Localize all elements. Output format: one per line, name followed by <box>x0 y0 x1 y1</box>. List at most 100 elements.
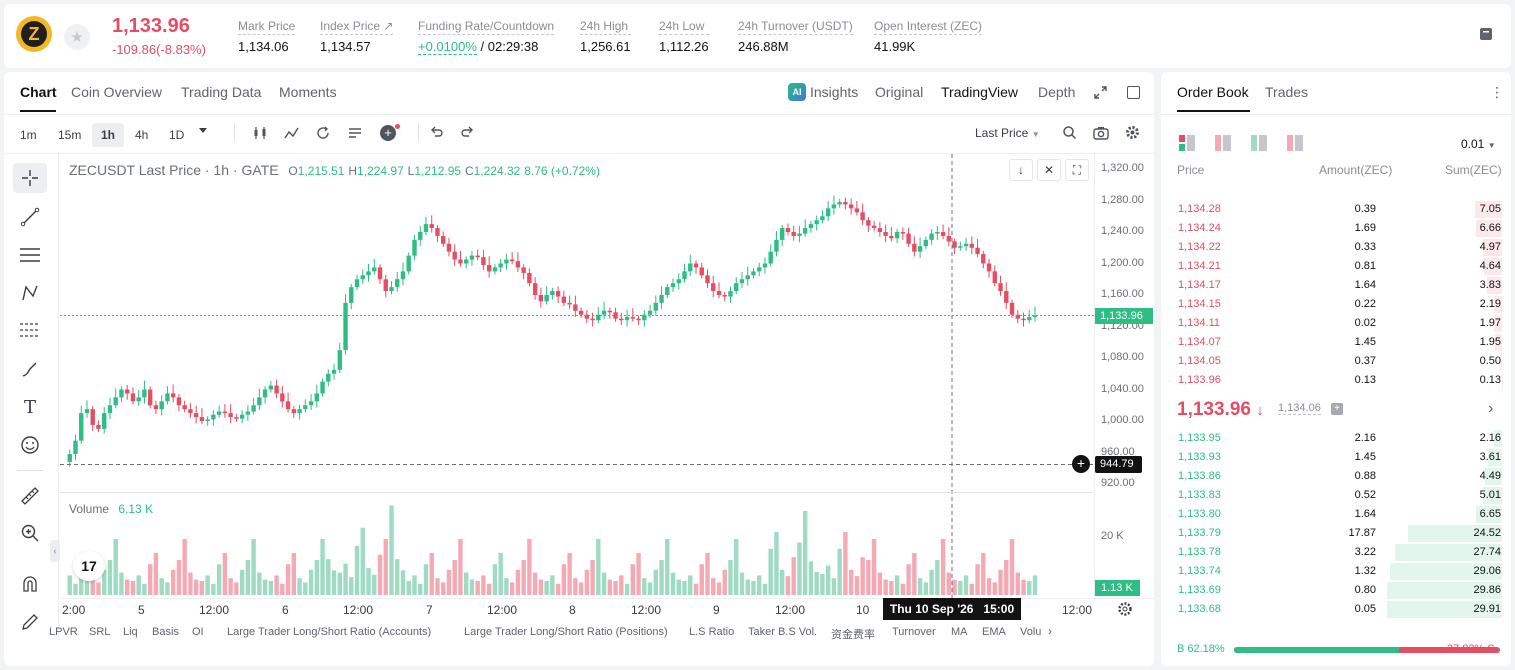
precision-select[interactable]: 0.01 ▼ <box>1461 137 1496 151</box>
indicator-item[interactable]: Taker B.S Vol. <box>748 626 818 638</box>
indicator-item[interactable]: SRL <box>89 626 111 638</box>
indicators-icon[interactable] <box>284 125 300 141</box>
settings-gear-icon[interactable] <box>1125 125 1140 140</box>
price-type-select[interactable]: Last Price ▼ <box>975 126 1040 140</box>
ask-row[interactable]: 1,134.28 0.39 7.05 <box>1161 200 1511 219</box>
bid-row[interactable]: 1,133.95 2.16 2.16 <box>1161 429 1511 448</box>
tab-tradingview[interactable]: TradingView <box>941 84 1019 100</box>
add-alert-plus-icon[interactable]: + <box>1072 455 1090 473</box>
bid-row[interactable]: 1,133.68 0.05 29.91 <box>1161 600 1511 619</box>
fib-tool-icon[interactable] <box>13 316 47 346</box>
tab-trading-data[interactable]: Trading Data <box>181 84 262 100</box>
stat-value: 1,134.57 <box>320 39 371 54</box>
indicator-item[interactable]: Volu <box>1020 626 1042 638</box>
indicator-item[interactable]: LPVR <box>49 626 78 638</box>
tab-order-book[interactable]: Order Book <box>1177 84 1249 100</box>
scroll-down-icon[interactable]: ↓ <box>1009 159 1033 181</box>
indicator-item[interactable]: Basis <box>152 626 179 638</box>
stat-mark-price[interactable]: Mark Price 1,134.06 <box>238 19 296 54</box>
bid-row[interactable]: 1,133.86 0.88 4.49 <box>1161 467 1511 486</box>
indicator-item[interactable]: MA <box>951 626 968 638</box>
window-toggle-icon[interactable] <box>1127 86 1140 99</box>
pattern-tool-icon[interactable] <box>13 278 47 308</box>
ask-row[interactable]: 1,134.05 0.37 0.50 <box>1161 352 1511 371</box>
tab-original[interactable]: Original <box>875 84 924 100</box>
expand-icon[interactable] <box>1093 85 1108 100</box>
tf-15m[interactable]: 15m <box>58 128 82 142</box>
magnet-tool-icon[interactable] <box>13 569 47 599</box>
indicator-item[interactable]: Large Trader Long/Short Ratio (Positions… <box>464 626 668 638</box>
mid-price[interactable]: 1,133.96 ↓ <box>1177 399 1264 421</box>
add-plus-icon[interactable]: + <box>380 125 396 141</box>
ask-row[interactable]: 1,133.96 0.13 0.13 <box>1161 371 1511 390</box>
candlestick-chart[interactable] <box>60 154 1094 600</box>
close-icon[interactable]: ✕ <box>1037 159 1061 181</box>
tab-coin-overview[interactable]: Coin Overview <box>71 84 163 100</box>
candle-body <box>992 271 997 284</box>
emoji-tool-icon[interactable] <box>13 430 47 460</box>
tradingview-logo-icon[interactable]: 17 <box>73 551 105 581</box>
tf-1m[interactable]: 1m <box>20 128 37 142</box>
chart-settings-icon[interactable] <box>1117 601 1133 617</box>
chevron-down-icon[interactable] <box>199 128 207 133</box>
bid-row[interactable]: 1,133.83 0.52 5.01 <box>1161 486 1511 505</box>
bid-row[interactable]: 1,133.93 1.45 3.61 <box>1161 448 1511 467</box>
ask-row[interactable]: 1,134.07 1.45 1.95 <box>1161 333 1511 352</box>
indicator-item[interactable]: 资金费率 <box>831 629 875 641</box>
more-menu-icon[interactable]: ⋮ <box>1490 84 1504 100</box>
chevron-right-icon[interactable]: › <box>1048 624 1052 638</box>
trend-line-tool-icon[interactable] <box>13 202 47 232</box>
crosshair-tool-icon[interactable] <box>13 163 47 193</box>
ask-row[interactable]: 1,134.15 0.22 2.19 <box>1161 295 1511 314</box>
chevron-right-icon[interactable]: › <box>1488 400 1494 417</box>
indicator-item[interactable]: EMA <box>982 626 1006 638</box>
view-split-icon[interactable] <box>1287 135 1303 151</box>
replay-icon[interactable] <box>315 125 331 141</box>
bid-row[interactable]: 1,133.69 0.80 29.86 <box>1161 581 1511 600</box>
view-bids-icon[interactable] <box>1251 135 1267 151</box>
view-both-icon[interactable] <box>1179 135 1195 151</box>
indicator-item[interactable]: Liq <box>123 626 138 638</box>
text-tool-icon[interactable]: T <box>23 396 36 418</box>
tf-1h[interactable]: 1h <box>92 123 125 147</box>
bid-row[interactable]: 1,133.79 17.87 24.52 <box>1161 524 1511 543</box>
ask-row[interactable]: 1,134.22 0.33 4.97 <box>1161 238 1511 257</box>
stat-funding-rate[interactable]: Funding Rate/Countdown +0.0100% / 02:29:… <box>418 19 555 55</box>
tab-trades[interactable]: Trades <box>1265 84 1309 100</box>
indicator-item[interactable]: OI <box>192 626 204 638</box>
brush-tool-icon[interactable] <box>13 354 47 384</box>
favorite-star-icon[interactable]: ★ <box>64 24 90 50</box>
stat-index-price[interactable]: Index Price ↗ 1,134.57 <box>320 19 394 54</box>
bid-row[interactable]: 1,133.78 3.22 27.74 <box>1161 543 1511 562</box>
tab-insights[interactable]: Insights <box>810 84 859 100</box>
ask-row[interactable]: 1,134.21 0.81 4.64 <box>1161 257 1511 276</box>
view-asks-icon[interactable] <box>1215 135 1231 151</box>
pencil-tool-icon[interactable] <box>13 607 47 637</box>
bid-row[interactable]: 1,133.74 1.32 29.06 <box>1161 562 1511 581</box>
contract-info-icon[interactable] <box>1478 26 1494 42</box>
ask-row[interactable]: 1,134.11 0.02 1.97 <box>1161 314 1511 333</box>
camera-icon[interactable] <box>1093 125 1109 140</box>
collapse-toolbar-icon[interactable]: ‹ <box>50 540 60 562</box>
tab-moments[interactable]: Moments <box>279 84 337 100</box>
indicator-item[interactable]: Turnover <box>892 626 936 638</box>
zoom-in-icon[interactable] <box>13 518 47 548</box>
indicator-item[interactable]: Large Trader Long/Short Ratio (Accounts) <box>227 626 432 638</box>
tf-4h[interactable]: 4h <box>135 128 149 142</box>
row-amount: 1.45 <box>1354 336 1376 348</box>
redo-icon[interactable] <box>460 125 476 141</box>
ask-row[interactable]: 1,134.17 1.64 3.83 <box>1161 276 1511 295</box>
search-icon[interactable] <box>1062 125 1077 140</box>
bid-row[interactable]: 1,133.80 1.64 6.65 <box>1161 505 1511 524</box>
tf-1d[interactable]: 1D <box>169 128 185 142</box>
horizontal-lines-tool-icon[interactable] <box>13 240 47 270</box>
undo-icon[interactable] <box>428 125 444 141</box>
templates-icon[interactable] <box>347 125 363 141</box>
indicator-item[interactable]: L.S Ratio <box>689 626 735 638</box>
maximize-pane-icon[interactable]: ⛶ <box>1065 159 1089 181</box>
tab-chart[interactable]: Chart <box>20 84 57 100</box>
ask-row[interactable]: 1,134.24 1.69 6.66 <box>1161 219 1511 238</box>
ruler-tool-icon[interactable] <box>13 481 47 511</box>
tab-depth[interactable]: Depth <box>1038 84 1076 100</box>
candlestick-type-icon[interactable] <box>252 125 268 141</box>
